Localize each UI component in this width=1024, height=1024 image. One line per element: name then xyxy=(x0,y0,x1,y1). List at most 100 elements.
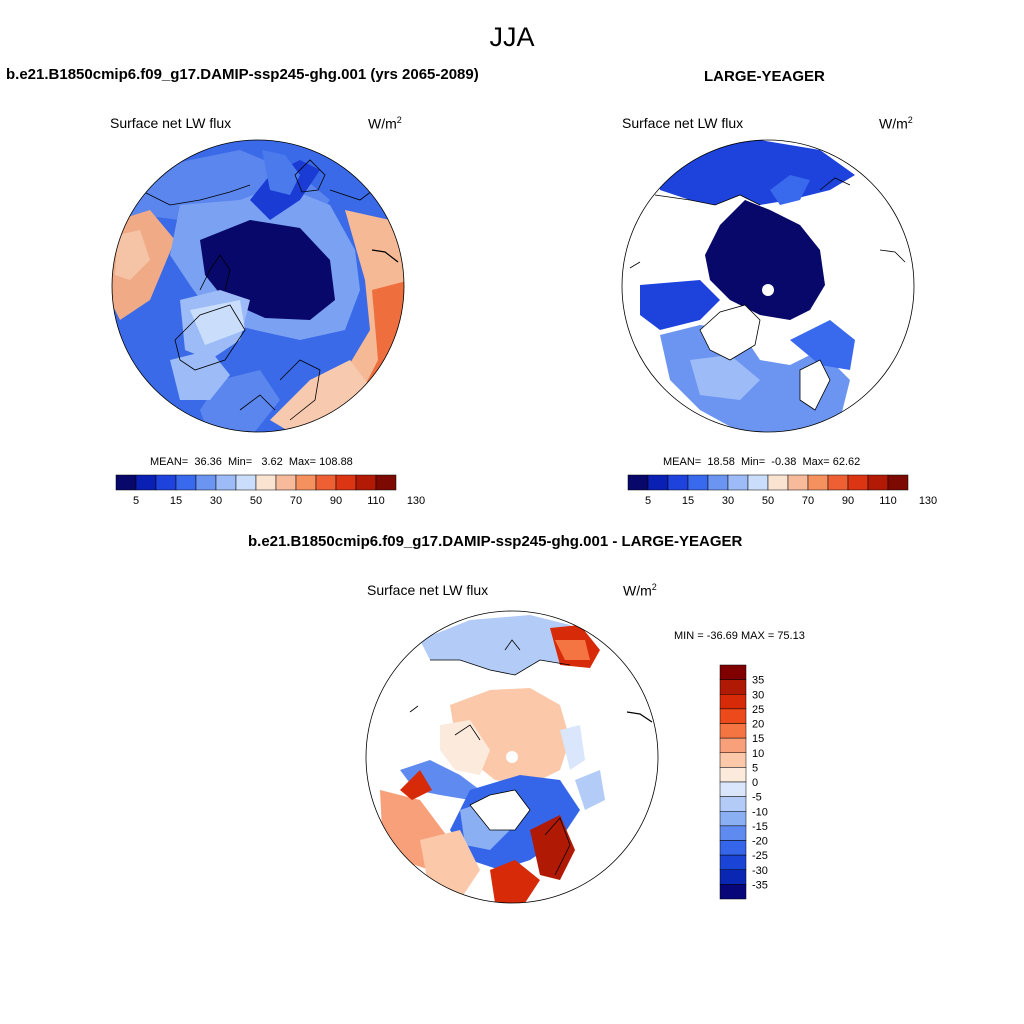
right-colorbar-tick-label: 90 xyxy=(842,495,854,507)
right-pole-hole xyxy=(762,284,774,296)
left-colorbar-swatch xyxy=(195,474,217,491)
diff-colorbar-tick-label: 15 xyxy=(752,733,764,745)
right-colorbar-swatch xyxy=(727,474,749,491)
season-title: JJA xyxy=(489,22,535,52)
left-colorbar-swatch xyxy=(295,474,317,491)
left-colorbar-tick-label: 30 xyxy=(210,495,222,507)
left-colorbar-swatch xyxy=(135,474,157,491)
left-outside-coast xyxy=(371,249,399,263)
left-colorbar-swatch xyxy=(355,474,377,491)
diff-colorbar: 35 30 25 20 15 10 5 0 -5 -10 -15 -20 -25 -30 -35 xyxy=(719,664,768,900)
right-colorbar-swatch xyxy=(687,474,709,491)
diff-colorbar-tick-label: 10 xyxy=(752,748,764,760)
right-colorbar-tick-label: 50 xyxy=(762,495,774,507)
diff-colorbar-tick-label: 0 xyxy=(752,777,758,789)
right-colorbar: 5 15 30 50 70 90 110 130 xyxy=(627,474,937,507)
left-colorbar-tick-label: 130 xyxy=(407,495,425,507)
right-coastlines xyxy=(629,177,906,411)
right-stats: MEAN= 18.58 Min= -0.38 Max= 62.62 xyxy=(663,456,861,468)
left-colorbar-swatch xyxy=(175,474,197,491)
diff-coastlines xyxy=(409,639,571,876)
diff-minmax: MIN = -36.69 MAX = 75.13 xyxy=(674,630,805,642)
right-colorbar-swatch xyxy=(827,474,849,491)
left-units-label: W/m2 xyxy=(368,115,402,132)
diff-units-label: W/m2 xyxy=(623,582,657,599)
right-colorbar-swatch xyxy=(667,474,689,491)
diff-colorbar-swatch xyxy=(719,869,747,885)
diff-colorbar-swatch xyxy=(719,737,747,753)
diff-colorbar-tick-label: -15 xyxy=(752,821,768,833)
left-colorbar-tick-label: 5 xyxy=(133,495,139,507)
diff-colorbar-swatch xyxy=(719,884,747,900)
diff-colorbar-swatch xyxy=(719,840,747,856)
right-colorbar-tick-label: 5 xyxy=(645,495,651,507)
right-colorbar-swatch xyxy=(787,474,809,491)
right-variable-label: Surface net LW flux xyxy=(622,115,744,131)
left-colorbar-swatch xyxy=(375,474,397,491)
diff-colorbar-tick-label: -5 xyxy=(752,792,762,804)
diff-colorbar-tick-label: -10 xyxy=(752,806,768,818)
diff-colorbar-swatch xyxy=(719,811,747,827)
diff-colorbar-tick-label: 35 xyxy=(752,675,764,687)
diff-colorbar-tick-label: -30 xyxy=(752,865,768,877)
diff-colorbar-swatch xyxy=(719,796,747,812)
left-colorbar-swatch xyxy=(315,474,337,491)
diff-colorbar-swatch xyxy=(719,664,747,680)
left-colorbar-swatch xyxy=(155,474,177,491)
diff-colorbar-swatch xyxy=(719,723,747,739)
right-colorbar-tick-label: 15 xyxy=(682,495,694,507)
diff-pole-hole xyxy=(506,751,518,763)
diff-colorbar-swatch xyxy=(719,752,747,768)
right-colorbar-tick-label: 110 xyxy=(879,495,897,507)
right-colorbar-tick-label: 130 xyxy=(919,495,937,507)
left-stats: MEAN= 36.36 Min= 3.62 Max= 108.88 xyxy=(150,456,353,468)
diff-map-border xyxy=(365,610,659,904)
right-colorbar-swatch xyxy=(647,474,669,491)
diff-colorbar-swatch xyxy=(719,694,747,710)
diff-colorbar-tick-label: -35 xyxy=(752,879,768,891)
diff-colorbar-swatch xyxy=(719,679,747,695)
left-colorbar-swatch xyxy=(235,474,257,491)
diff-colorbar-tick-label: -25 xyxy=(752,850,768,862)
left-colorbar-swatch xyxy=(215,474,237,491)
diff-panel-title: b.e21.B1850cmip6.f09_g17.DAMIP-ssp245-gh… xyxy=(248,533,743,550)
diff-colorbar-swatch xyxy=(719,854,747,870)
right-colorbar-swatch xyxy=(747,474,769,491)
diff-colorbar-swatch xyxy=(719,708,747,724)
right-colorbar-swatch xyxy=(627,474,649,491)
left-panel-title: b.e21.B1850cmip6.f09_g17.DAMIP-ssp245-gh… xyxy=(6,66,479,83)
left-colorbar-swatch xyxy=(115,474,137,491)
diff-variable-label: Surface net LW flux xyxy=(367,582,489,598)
diff-colorbar-swatch xyxy=(719,781,747,797)
left-colorbar-swatch xyxy=(275,474,297,491)
diff-colorbar-swatch xyxy=(719,767,747,783)
diff-colorbar-tick-label: 5 xyxy=(752,762,758,774)
right-panel-title: LARGE-YEAGER xyxy=(704,68,825,85)
right-colorbar-swatch xyxy=(887,474,909,491)
right-colorbar-tick-label: 70 xyxy=(802,495,814,507)
left-colorbar-swatch xyxy=(335,474,357,491)
right-units-label: W/m2 xyxy=(879,115,913,132)
left-colorbar: 5 15 30 50 70 90 110 130 xyxy=(115,474,425,507)
diff-colorbar-tick-label: 20 xyxy=(752,719,764,731)
left-map-border xyxy=(111,139,405,433)
diff-colorbar-tick-label: -20 xyxy=(752,836,768,848)
right-map-border xyxy=(621,139,915,433)
right-colorbar-tick-label: 30 xyxy=(722,495,734,507)
left-variable-label: Surface net LW flux xyxy=(110,115,232,131)
left-colorbar-tick-label: 50 xyxy=(250,495,262,507)
right-colorbar-swatch xyxy=(707,474,729,491)
diff-colorbar-tick-label: 30 xyxy=(752,689,764,701)
left-colorbar-tick-label: 15 xyxy=(170,495,182,507)
right-colorbar-swatch xyxy=(767,474,789,491)
diff-colorbar-tick-label: 25 xyxy=(752,704,764,716)
right-colorbar-swatch xyxy=(807,474,829,491)
right-colorbar-swatch xyxy=(867,474,889,491)
right-colorbar-swatch xyxy=(847,474,869,491)
left-colorbar-tick-label: 110 xyxy=(367,495,385,507)
diff-colorbar-swatch xyxy=(719,825,747,841)
left-colorbar-tick-label: 90 xyxy=(330,495,342,507)
left-colorbar-tick-label: 70 xyxy=(290,495,302,507)
diff-outside-coast xyxy=(626,711,653,723)
